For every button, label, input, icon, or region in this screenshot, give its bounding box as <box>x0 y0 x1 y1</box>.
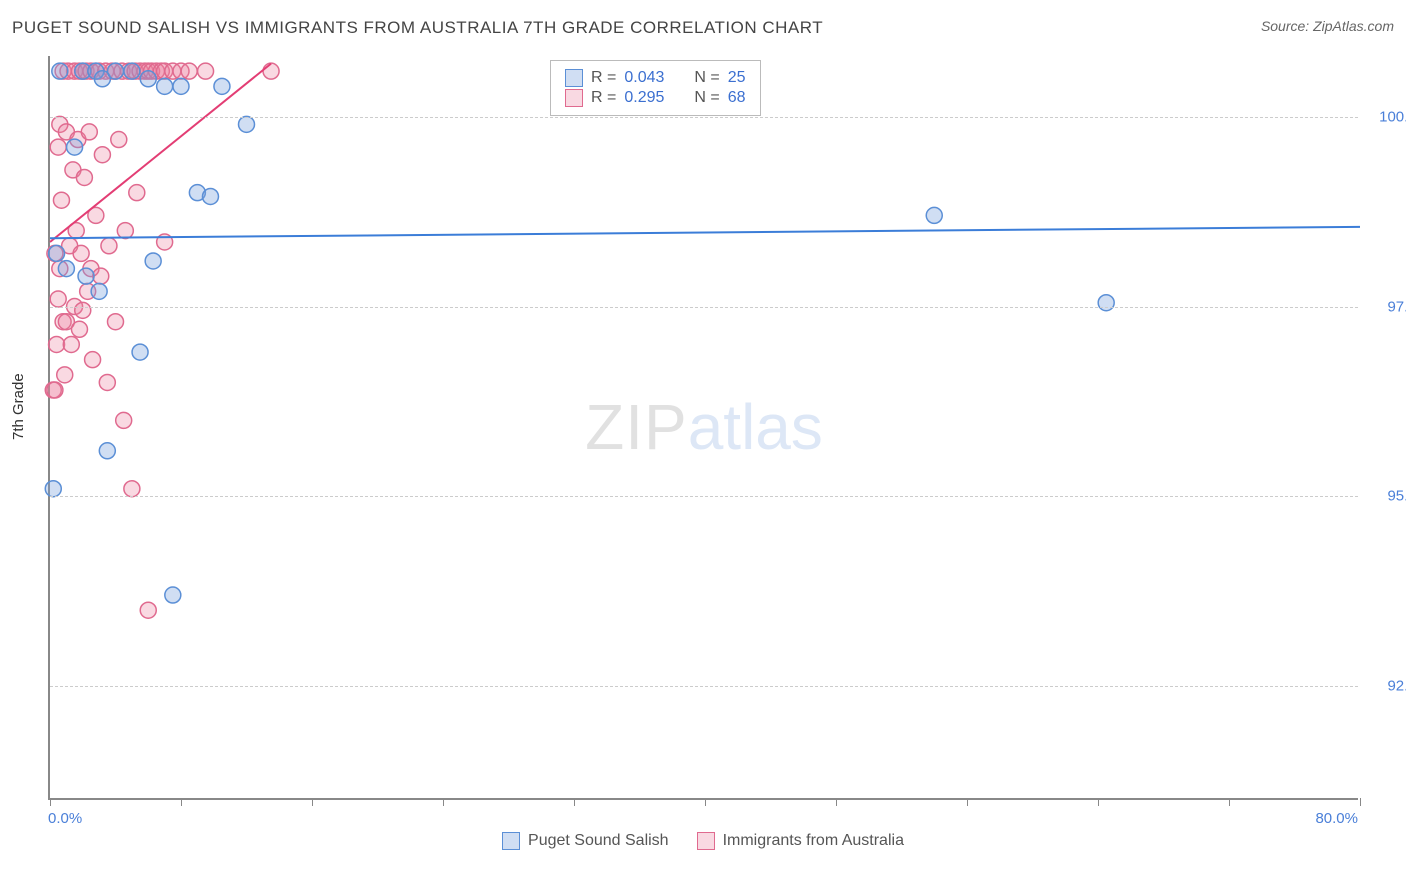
x-tick <box>967 798 968 806</box>
source-label: Source: <box>1261 18 1309 34</box>
data-point <box>50 139 66 155</box>
source-attribution: Source: ZipAtlas.com <box>1261 18 1394 34</box>
data-point <box>198 63 214 79</box>
x-tick <box>443 798 444 806</box>
data-point <box>99 443 115 459</box>
data-point <box>140 602 156 618</box>
title-bar: PUGET SOUND SALISH VS IMMIGRANTS FROM AU… <box>12 18 1394 46</box>
data-point <box>78 268 94 284</box>
source-value: ZipAtlas.com <box>1313 18 1394 34</box>
data-point <box>52 63 68 79</box>
legend-swatch <box>565 89 583 107</box>
data-point <box>63 336 79 352</box>
data-point <box>49 245 65 261</box>
x-tick <box>1098 798 1099 806</box>
legend-n-value: 68 <box>728 89 746 107</box>
y-tick-label: 95.0% <box>1370 488 1406 505</box>
data-point <box>157 78 173 94</box>
data-point <box>67 139 83 155</box>
data-point <box>140 71 156 87</box>
bottom-legend-label: Puget Sound Salish <box>528 832 669 850</box>
data-point <box>1098 295 1114 311</box>
data-point <box>165 587 181 603</box>
data-point <box>75 302 91 318</box>
stats-legend-row: R = 0.043 N = 25 <box>565 69 746 87</box>
legend-n-label: N = <box>694 89 719 107</box>
legend-swatch <box>502 832 520 850</box>
data-point <box>124 481 140 497</box>
data-point <box>85 352 101 368</box>
legend-r-value: 0.043 <box>624 69 664 87</box>
data-point <box>239 116 255 132</box>
data-point <box>73 245 89 261</box>
stats-legend-row: R = 0.295 N = 68 <box>565 89 746 107</box>
data-point <box>145 253 161 269</box>
data-point <box>58 261 74 277</box>
x-tick <box>1360 798 1361 806</box>
data-point <box>99 374 115 390</box>
data-point <box>50 291 66 307</box>
x-tick <box>836 798 837 806</box>
data-point <box>108 63 124 79</box>
bottom-legend-item: Immigrants from Australia <box>697 832 904 850</box>
data-point <box>111 132 127 148</box>
data-point <box>202 188 218 204</box>
data-point <box>117 223 133 239</box>
data-point <box>116 412 132 428</box>
legend-r-label: R = <box>591 69 616 87</box>
x-tick <box>312 798 313 806</box>
x-axis-max-label: 80.0% <box>1315 810 1358 827</box>
y-tick-label: 100.0% <box>1370 108 1406 125</box>
x-axis-min-label: 0.0% <box>48 810 82 827</box>
data-point <box>214 78 230 94</box>
x-tick <box>181 798 182 806</box>
gridline-h <box>50 117 1358 118</box>
y-axis-title: 7th Grade <box>10 373 27 440</box>
data-point <box>132 344 148 360</box>
x-tick <box>705 798 706 806</box>
data-point <box>124 63 140 79</box>
data-point <box>57 367 73 383</box>
data-point <box>81 124 97 140</box>
data-point <box>45 481 61 497</box>
legend-r-label: R = <box>591 89 616 107</box>
data-point <box>94 147 110 163</box>
x-tick <box>574 798 575 806</box>
bottom-legend-item: Puget Sound Salish <box>502 832 669 850</box>
data-point <box>101 238 117 254</box>
legend-swatch <box>565 69 583 87</box>
data-point <box>93 268 109 284</box>
data-point <box>263 63 279 79</box>
bottom-legend: Puget Sound Salish Immigrants from Austra… <box>0 832 1406 855</box>
data-point <box>47 382 63 398</box>
x-tick <box>1229 798 1230 806</box>
legend-swatch <box>697 832 715 850</box>
legend-n-value: 25 <box>728 69 746 87</box>
x-tick <box>50 798 51 806</box>
chart-title: PUGET SOUND SALISH VS IMMIGRANTS FROM AU… <box>12 18 823 37</box>
bottom-legend-label: Immigrants from Australia <box>723 832 904 850</box>
plot-area: ZIPatlas 92.5%95.0%97.5%100.0%R = 0.043N… <box>48 56 1358 800</box>
y-tick-label: 97.5% <box>1370 298 1406 315</box>
trend-line <box>50 227 1360 238</box>
y-tick-label: 92.5% <box>1370 678 1406 695</box>
data-point <box>108 314 124 330</box>
data-point <box>91 283 107 299</box>
legend-r-value: 0.295 <box>624 89 664 107</box>
data-point <box>926 207 942 223</box>
data-point <box>76 169 92 185</box>
gridline-h <box>50 307 1358 308</box>
data-point <box>173 78 189 94</box>
legend-n-label: N = <box>694 69 719 87</box>
data-point <box>49 336 65 352</box>
data-point <box>129 185 145 201</box>
data-point <box>53 192 69 208</box>
gridline-h <box>50 686 1358 687</box>
gridline-h <box>50 496 1358 497</box>
stats-legend: R = 0.043 N = 25 R = 0.295 N = 68 <box>550 60 761 116</box>
data-point <box>71 321 87 337</box>
data-point <box>181 63 197 79</box>
